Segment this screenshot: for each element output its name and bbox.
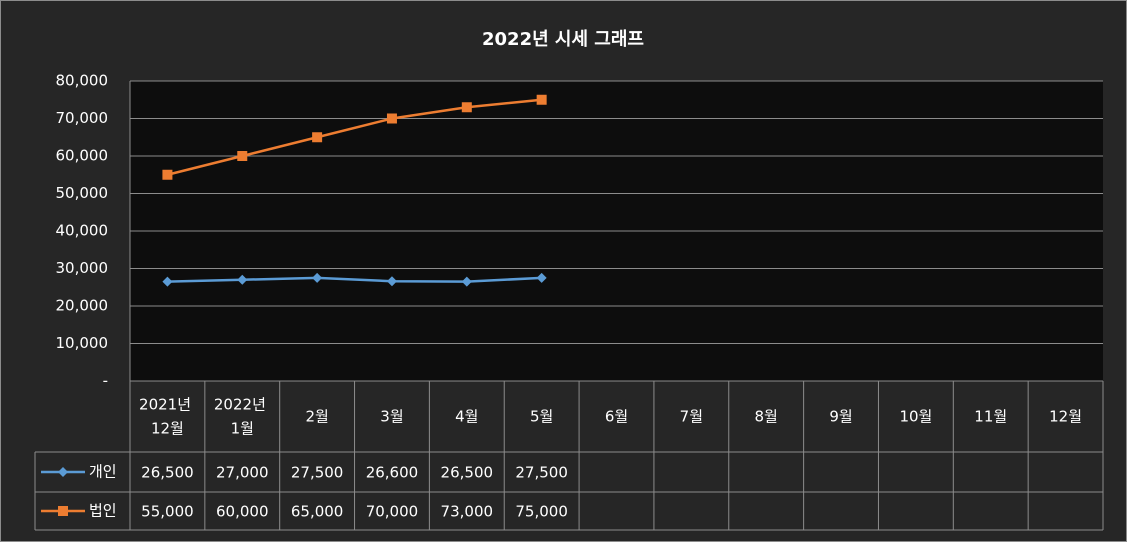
x-tick-label: 3월: [380, 407, 403, 425]
y-tick-label: 10,000: [56, 334, 109, 352]
y-tick-label: 30,000: [56, 259, 109, 277]
data-point: [312, 132, 323, 143]
data-label: 70,000: [366, 503, 419, 521]
data-label: 27,500: [291, 464, 344, 482]
data-point: [237, 151, 248, 161]
x-tick-label: 2월: [305, 407, 328, 425]
legend-label: 법인: [89, 502, 117, 520]
data-label: 60,000: [216, 503, 269, 521]
data-point: [162, 276, 173, 287]
x-tick-label: 6월: [605, 407, 628, 425]
y-tick-label: 70,000: [56, 109, 109, 127]
y-tick-label: 40,000: [56, 222, 109, 240]
data-label: 75,000: [515, 503, 568, 521]
x-tick-label: 9월: [829, 407, 852, 425]
x-tick-label: 11월: [974, 407, 1007, 425]
series-line: [167, 98, 542, 176]
data-label: 26,600: [366, 464, 419, 482]
legend-marker: [58, 467, 68, 477]
series-line: [167, 276, 542, 283]
data-point: [237, 274, 248, 285]
y-tick-label: 60,000: [56, 147, 109, 165]
data-point: [536, 272, 547, 283]
data-label: 27,500: [515, 464, 568, 482]
data-label: 26,500: [441, 464, 494, 482]
x-tick-label: 10월: [899, 407, 932, 425]
data-label: 73,000: [441, 503, 494, 521]
chart-title: 2022년 시세 그래프: [482, 29, 644, 50]
data-point: [312, 272, 323, 283]
x-tick-label: 5월: [530, 407, 553, 425]
x-tick-label: 12월: [1049, 407, 1082, 425]
x-tick-label: 2022년 1월: [214, 395, 271, 437]
y-tick-label: 20,000: [56, 297, 109, 315]
data-point: [461, 102, 472, 113]
data-point: [461, 276, 472, 287]
y-tick-label: -: [103, 372, 108, 390]
y-tick-label: 50,000: [56, 184, 109, 202]
legend-label: 개인: [89, 463, 117, 481]
data-label: 27,000: [216, 464, 269, 482]
legend-marker: [58, 506, 68, 516]
data-point: [386, 113, 397, 124]
y-tick-label: 80,000: [56, 72, 109, 90]
data-point: [386, 276, 397, 287]
x-tick-label: 7월: [680, 407, 703, 425]
x-tick-label: 4월: [455, 407, 478, 425]
x-tick-label: 8월: [755, 407, 778, 425]
data-point: [536, 94, 547, 105]
data-point: [162, 169, 173, 180]
data-label: 26,500: [141, 464, 194, 482]
data-label: 65,000: [291, 503, 344, 521]
data-label: 55,000: [141, 503, 194, 521]
x-tick-label: 2021년 12월: [139, 395, 196, 437]
